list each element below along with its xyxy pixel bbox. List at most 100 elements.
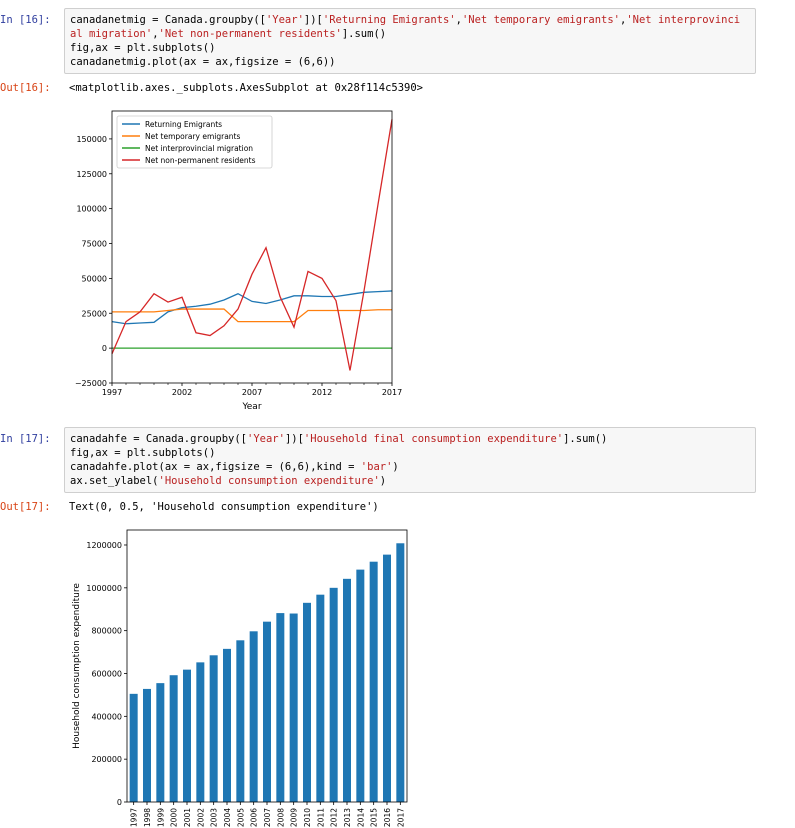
- x-tick-label: 2000: [170, 808, 179, 827]
- x-tick-label: 2003: [210, 808, 219, 827]
- code-token: fig,ax = plt.subplots(): [70, 42, 216, 54]
- code-line: canadahfe.plot(ax = ax,figsize = (6,6),k…: [70, 460, 750, 474]
- y-axis-label: Household consumption expenditure: [72, 583, 82, 749]
- output-text-17: Text(0, 0.5, 'Household consumption expe…: [69, 501, 379, 513]
- string-token: 'bar': [360, 461, 393, 473]
- input-prompt-17: In [17]:: [0, 433, 51, 445]
- y-tick-label: 150000: [76, 135, 107, 144]
- bar: [169, 675, 178, 802]
- x-tick-label: 1997: [130, 808, 139, 827]
- y-tick-label: 400000: [91, 712, 122, 721]
- code-token: ].sum(): [563, 433, 608, 445]
- x-tick-label: 2002: [172, 388, 192, 397]
- bar: [263, 621, 271, 802]
- bar: [276, 613, 285, 802]
- x-axis-label: Year: [241, 402, 261, 412]
- legend-entry: Net interprovincial migration: [145, 144, 253, 153]
- bar: [156, 683, 165, 802]
- y-tick-label: 0: [102, 344, 107, 353]
- y-tick-label: 0: [117, 798, 122, 807]
- code-block: canadahfe = Canada.groupby(['Year'])['Ho…: [70, 432, 750, 488]
- x-tick-label: 2012: [312, 388, 332, 397]
- x-tick-label: 2008: [276, 808, 285, 827]
- bar: [196, 662, 205, 802]
- bar: [143, 688, 151, 802]
- code-cell-17[interactable]: canadahfe = Canada.groupby(['Year'])['Ho…: [64, 427, 756, 493]
- x-tick-label: 2002: [196, 808, 205, 827]
- bar: [343, 578, 351, 802]
- y-tick-label: 800000: [91, 627, 122, 636]
- output-text-16: <matplotlib.axes._subplots.AxesSubplot a…: [69, 82, 424, 94]
- string-token: 'Net temporary emigrants': [461, 14, 621, 26]
- string-token: al migration': [70, 28, 153, 40]
- bar: [223, 648, 231, 802]
- x-tick-label: 2001: [183, 808, 192, 827]
- legend-entry: Net non-permanent residents: [145, 156, 256, 165]
- series-line-1: [112, 308, 392, 323]
- x-tick-label: 1997: [102, 388, 122, 397]
- series-line-0: [111, 290, 393, 325]
- x-tick-label: 2012: [330, 808, 339, 827]
- code-token: canadanetmig = Canada.groupby([: [70, 14, 266, 26]
- bar: [129, 693, 138, 802]
- y-tick-label: −25000: [75, 379, 107, 388]
- code-line: fig,ax = plt.subplots(): [70, 41, 750, 55]
- x-tick-label: 2007: [263, 808, 272, 827]
- line-chart: −25000 0 25000 50000 75000 100000 125000 150000…: [75, 110, 402, 412]
- x-tick-label: 2017: [382, 388, 402, 397]
- code-token: ].sum(): [341, 28, 387, 40]
- bar: [303, 602, 311, 802]
- code-token: ])[: [284, 433, 304, 445]
- bar-chart: 020000040000060000080000010000001200000 …: [72, 529, 408, 827]
- string-token: 'Net non-permanent residents': [158, 28, 342, 40]
- y-tick-label: 100000: [76, 205, 107, 214]
- bar: [236, 640, 245, 802]
- code-block: canadanetmig = Canada.groupby(['Year'])[…: [70, 13, 750, 69]
- legend-entry: Returning Emigrants: [145, 120, 222, 129]
- x-tick-label: 2005: [236, 808, 245, 827]
- y-tick-label: 1200000: [86, 541, 122, 550]
- code-token: canadanetmig.plot(ax = ax,figsize = (6,6…: [70, 56, 336, 68]
- code-token: canadahfe = Canada.groupby([: [70, 433, 248, 445]
- y-tick-label: 75000: [82, 240, 107, 249]
- bar: [316, 594, 325, 802]
- x-tick-label: 2011: [316, 808, 325, 827]
- code-token: ,: [152, 28, 159, 40]
- code-line: fig,ax = plt.subplots(): [70, 446, 750, 460]
- output-prompt-16: Out[16]:: [0, 82, 51, 94]
- code-token: fig,ax = plt.subplots(): [70, 447, 216, 459]
- string-token: 'Returning Emigrants': [322, 14, 456, 26]
- legend-box: [116, 115, 273, 169]
- code-line: canadahfe = Canada.groupby(['Year'])['Ho…: [70, 432, 750, 446]
- string-token: 'Household final consumption expenditure…: [303, 433, 564, 445]
- y-tick-label: 600000: [91, 669, 122, 678]
- x-tick-label: 1998: [143, 808, 152, 827]
- legend-entry: Net temporary emigrants: [145, 132, 240, 141]
- code-line: ax.set_ylabel('Household consumption exp…: [70, 474, 750, 488]
- code-line: canadanetmig.plot(ax = ax,figsize = (6,6…: [70, 55, 750, 69]
- bar: [183, 669, 191, 802]
- y-tick-label: 125000: [76, 170, 107, 179]
- code-token: ,: [620, 14, 627, 26]
- x-tick-label: 2010: [303, 808, 312, 827]
- bar: [356, 569, 365, 802]
- string-token: 'Year': [265, 14, 304, 26]
- string-token: 'Net interprovinci: [626, 14, 741, 26]
- code-line: canadanetmig = Canada.groupby(['Year'])[…: [70, 13, 750, 27]
- bar: [209, 655, 218, 802]
- chart-legend: Returning Emigrants Net temporary emigran…: [116, 115, 273, 169]
- y-tick-label: 50000: [82, 274, 107, 283]
- output-prompt-17: Out[17]:: [0, 501, 51, 513]
- x-tick-label: 1999: [156, 808, 165, 827]
- x-tick-label: 2007: [242, 388, 262, 397]
- y-tick-label: 25000: [82, 309, 107, 318]
- bar: [329, 587, 338, 802]
- input-prompt-16: In [16]:: [0, 14, 51, 26]
- code-token: ,: [455, 14, 462, 26]
- code-token: canadahfe.plot(ax = ax,figsize = (6,6),k…: [70, 461, 361, 473]
- string-token: 'Year': [247, 433, 285, 445]
- code-line: al migration','Net non-permanent residen…: [70, 27, 750, 41]
- bar: [369, 561, 378, 802]
- x-tick-label: 2017: [396, 808, 405, 827]
- code-cell-16[interactable]: canadanetmig = Canada.groupby(['Year'])[…: [64, 8, 756, 74]
